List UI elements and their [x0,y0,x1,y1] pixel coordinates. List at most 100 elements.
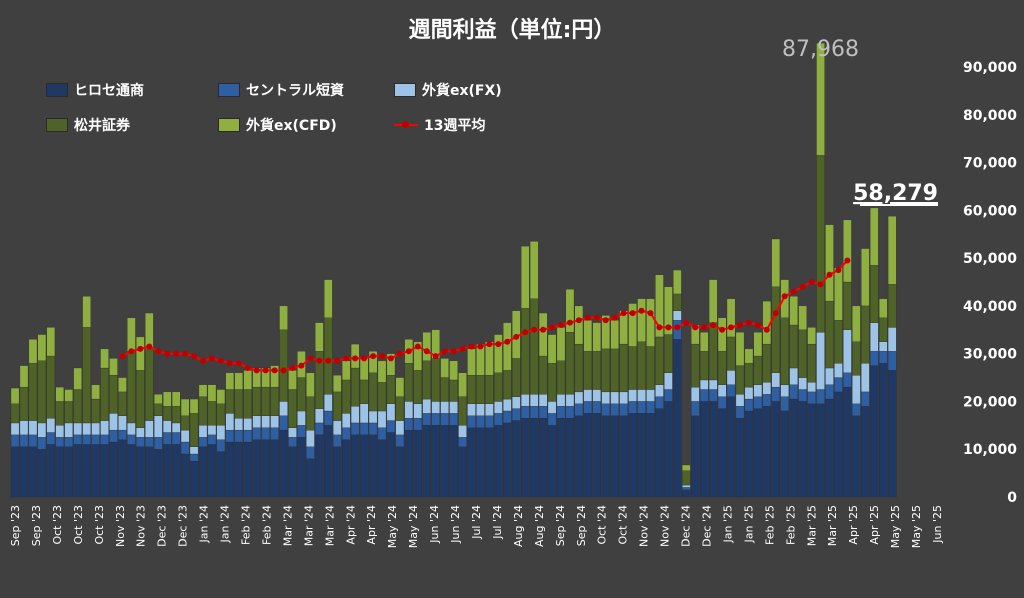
bar-segment-3-16 [145,420,154,438]
bar-segment-4-70 [628,346,637,390]
bar-segment-4-76 [682,470,691,486]
bar-segment-2-44 [395,434,405,447]
bar-segment-2-21 [189,453,199,462]
bar-segment-1-60 [538,418,548,498]
bar-segment-2-97 [870,351,879,366]
bar-segment-2-65 [583,401,593,414]
bar-segment-5-67 [601,315,610,350]
bar-segment-1-48 [431,425,440,498]
bar-segment-3-89 [798,377,807,390]
legend-label: 松井証券 [74,118,130,134]
bar-segment-1-94 [843,386,852,498]
bar-segment-3-30 [270,415,279,428]
moving-average-point-56 [611,314,618,321]
bar-segment-2-41 [368,422,378,436]
bar-segment-5-98 [879,298,888,318]
bar-segment-2-5 [46,432,56,445]
bar-segment-5-50 [449,360,458,381]
bar-segment-2-95 [852,403,861,416]
bar-segment-5-76 [682,464,691,471]
x-tick-label: Sep '24 [575,505,588,546]
bar-segment-1-56 [503,422,512,498]
bar-segment-2-45 [404,418,414,431]
bar-segment-3-67 [601,391,610,404]
moving-average-point-39 [459,345,466,352]
bar-segment-1-74 [664,401,673,498]
bar-segment-1-35 [315,434,324,498]
bar-segment-1-38 [341,439,351,498]
x-tick-label: Nov '23 [114,505,127,547]
bar-segment-3-85 [762,382,772,395]
bar-segment-2-23 [207,434,217,445]
bar-segment-1-4 [37,449,47,498]
x-tick-label: Jun '24 [428,505,441,544]
bar-segment-2-31 [279,415,288,431]
bar-segment-3-14 [127,422,136,436]
bar-segment-2-30 [270,427,279,440]
legend-label: 外貨ex(CFD) [246,118,337,134]
bar-segment-1-24 [216,451,226,498]
bar-segment-1-83 [744,410,754,498]
bar-segment-3-53 [476,403,485,416]
bar-segment-2-25 [225,429,235,443]
bar-segment-2-24 [216,439,226,452]
bar-segment-1-84 [753,408,763,498]
bar-segment-4-26 [234,389,244,419]
bar-segment-1-13 [118,439,127,498]
bar-segment-5-8 [73,367,82,390]
bar-segment-5-92 [825,224,834,302]
bar-segment-1-67 [601,415,610,498]
moving-average-point-29 [370,353,377,360]
bar-segment-2-80 [717,396,727,409]
moving-average-point-30 [379,353,385,360]
bar-segment-3-79 [708,379,718,390]
moving-average-point-79 [817,281,824,288]
bar-segment-1-95 [852,415,861,498]
x-tick-label: Dec '23 [156,505,169,547]
bar-segment-4-91 [816,155,825,333]
bar-segment-3-71 [637,389,646,402]
moving-average-point-34 [414,343,421,350]
bar-segment-3-23 [207,425,217,436]
moving-average-point-71 [745,319,752,326]
bar-segment-4-81 [726,336,736,371]
bar-segment-3-17 [154,415,163,438]
annotations-layer: 87,968 58,279 [782,37,938,206]
legend-swatch [394,83,416,97]
bar-segment-2-17 [154,437,163,450]
moving-average-point-58 [629,310,636,317]
bar-segment-4-25 [225,389,235,414]
moving-average-point-22 [307,355,314,362]
bar-segment-4-61 [547,363,557,402]
bar-segment-4-48 [431,358,440,402]
bar-segment-5-78 [700,332,709,352]
bar-segment-4-71 [637,341,646,390]
bars-layer [10,42,897,498]
bar-segment-1-91 [816,403,825,498]
x-tick-label: Sep '23 [30,505,43,546]
bar-segment-2-47 [422,413,431,426]
moving-average-point-81 [835,267,842,274]
legend-item-4: 松井証券 [46,115,130,135]
bar-segment-2-91 [816,389,825,404]
bar-segment-2-3 [28,434,38,447]
bar-segment-2-26 [234,429,244,443]
bar-segment-2-43 [386,420,396,433]
bar-segment-2-15 [136,437,145,447]
bar-segment-1-14 [127,444,136,498]
bar-segment-5-17 [154,394,163,404]
bar-segment-4-17 [154,403,163,416]
bar-segment-5-3 [28,339,38,364]
bar-segment-1-30 [270,439,279,498]
bar-segment-3-36 [324,394,333,412]
bar-segment-1-68 [610,415,619,498]
bar-segment-1-96 [861,406,870,498]
y-tick-label: 30,000 [963,347,1017,363]
bar-segment-5-40 [359,358,369,381]
x-tick-label: May '24 [407,505,420,548]
x-tick-label: Oct '24 [596,505,609,545]
bar-segment-4-52 [467,375,476,404]
bar-segment-2-69 [619,403,628,416]
moving-average-point-5 [155,348,162,355]
